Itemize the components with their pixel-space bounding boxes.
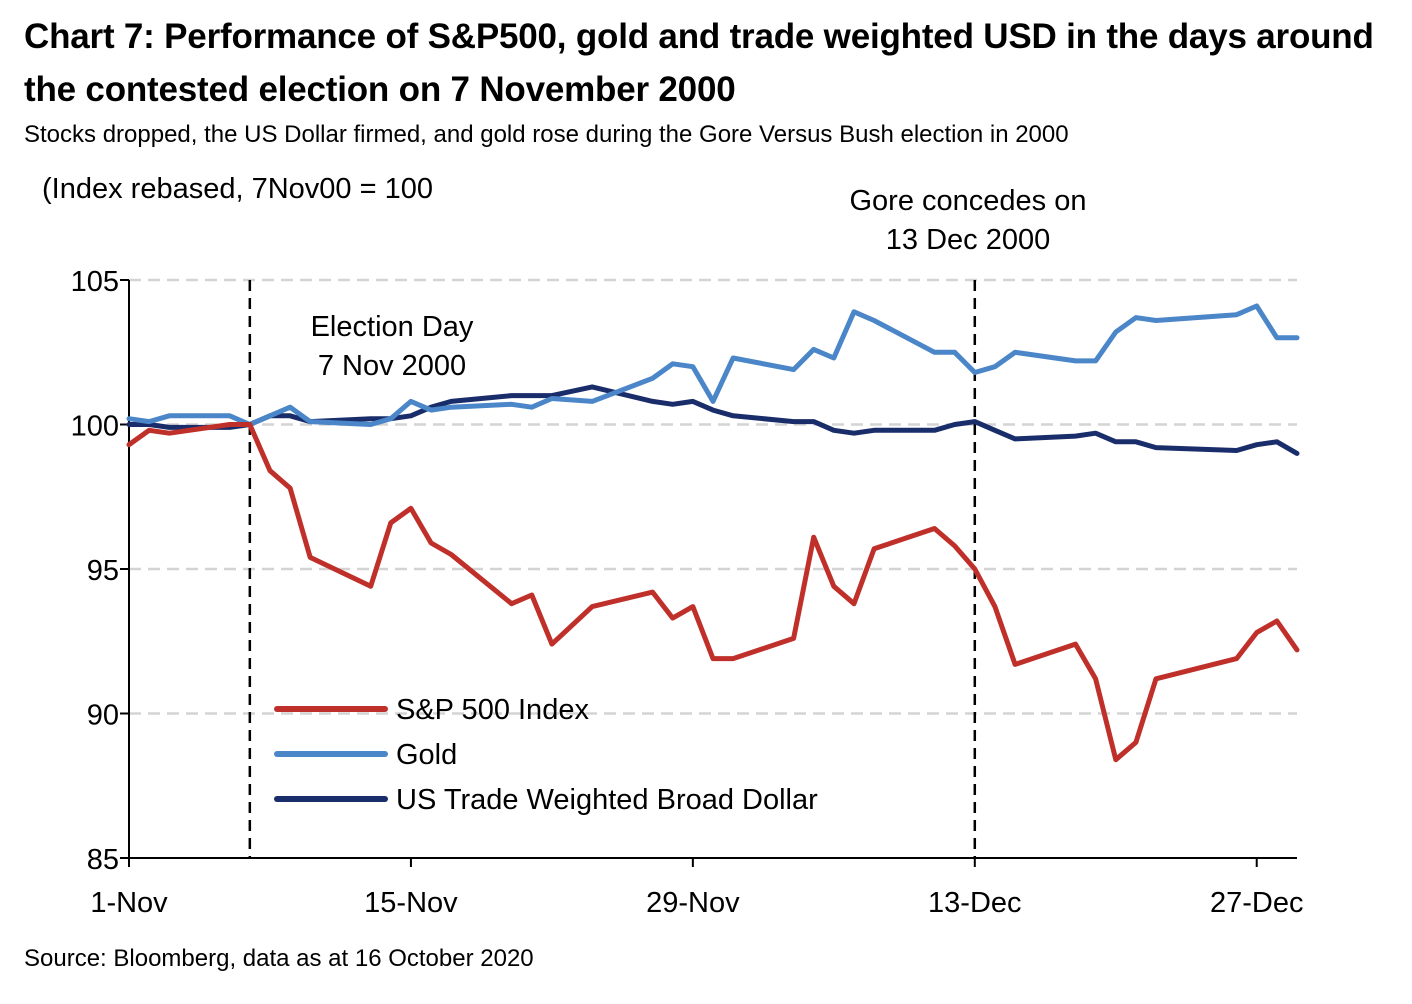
series-line-gold <box>126 303 1300 427</box>
x-tick-label: 27-Dec <box>1210 887 1304 919</box>
legend-label: S&P 500 Index <box>396 694 589 726</box>
chart-title: Chart 7: Performance of S&P500, gold and… <box>24 17 1374 109</box>
legend-label: US Trade Weighted Broad Dollar <box>396 784 818 816</box>
event-label: 13 Dec 2000 <box>886 224 1050 256</box>
chart-subtitle: Stocks dropped, the US Dollar firmed, an… <box>24 121 1069 148</box>
x-tick-label: 15-Nov <box>364 887 458 919</box>
source-note: Source: Bloomberg, data as at 16 October… <box>24 945 534 972</box>
event-label: Election Day <box>311 311 474 343</box>
event-label: Gore concedes on <box>850 185 1087 217</box>
x-tick-label: 29-Nov <box>646 887 740 919</box>
y-tick-label: 100 <box>71 411 119 443</box>
y-tick-label: 85 <box>87 844 119 876</box>
legend-label: Gold <box>396 739 457 771</box>
event-label: 7 Nov 2000 <box>318 350 466 382</box>
x-tick-label: 13-Dec <box>928 887 1022 919</box>
y-tick-label: 105 <box>71 266 119 298</box>
y-axis-label: (Index rebased, 7Nov00 = 100 <box>42 173 433 205</box>
y-tick-label: 95 <box>87 555 119 587</box>
y-tick-label: 90 <box>87 700 119 732</box>
x-tick-label: 1-Nov <box>90 887 168 919</box>
series-line-s-p-500-index <box>126 422 1300 763</box>
line-chart: (Index rebased, 7Nov00 = 100 85 90 95 100 105… <box>42 173 1304 919</box>
